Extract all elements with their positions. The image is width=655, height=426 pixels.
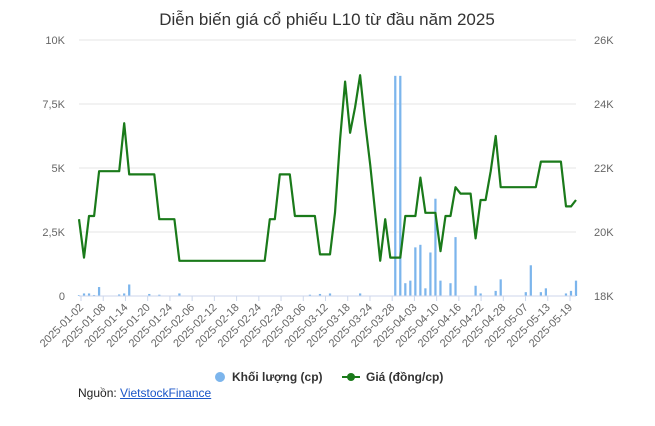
volume-bar[interactable] bbox=[439, 280, 442, 296]
volume-bar[interactable] bbox=[328, 293, 332, 296]
legend: Khối lượng (cp) Giá (đồng/cp) bbox=[215, 370, 443, 384]
volume-bar[interactable] bbox=[118, 294, 121, 296]
volume-bar[interactable] bbox=[404, 283, 407, 296]
x-axis: 2025-01-022025-01-082025-01-142025-01-20… bbox=[38, 295, 576, 350]
legend-volume-label: Khối lượng (cp) bbox=[232, 370, 323, 384]
y-left-tick-label: 0 bbox=[59, 291, 65, 303]
volume-bar[interactable] bbox=[564, 293, 568, 296]
volume-bar[interactable] bbox=[158, 294, 161, 296]
y-right-tick-label: 26K bbox=[594, 35, 614, 47]
volume-bar[interactable] bbox=[399, 75, 402, 296]
y-left-tick-label: 5K bbox=[52, 163, 66, 175]
volume-bar[interactable] bbox=[123, 293, 126, 296]
price-line bbox=[77, 74, 577, 262]
y-right-tick-label: 20K bbox=[594, 227, 614, 239]
volume-bar[interactable] bbox=[529, 265, 532, 296]
volume-bar[interactable] bbox=[449, 283, 452, 296]
volume-bar[interactable] bbox=[544, 288, 547, 296]
legend-item-price[interactable]: Giá (đồng/cp) bbox=[342, 370, 443, 384]
volume-bar[interactable] bbox=[409, 280, 412, 296]
y-left-tick-label: 10K bbox=[45, 35, 65, 47]
volume-bar[interactable] bbox=[148, 293, 151, 296]
source-link[interactable]: VietstockFinance bbox=[120, 386, 212, 400]
legend-item-volume[interactable]: Khối lượng (cp) bbox=[215, 370, 323, 384]
source-label: Nguồn: bbox=[78, 386, 117, 400]
volume-bar[interactable] bbox=[479, 293, 482, 296]
source-note: Nguồn: VietstockFinance bbox=[78, 386, 211, 400]
price-series-line[interactable] bbox=[77, 74, 577, 262]
right-axis: 18K 20K 22K 24K 26K bbox=[594, 35, 614, 303]
volume-bar[interactable] bbox=[359, 293, 362, 296]
volume-bars bbox=[77, 75, 578, 296]
volume-bar[interactable] bbox=[454, 237, 457, 296]
grid bbox=[79, 39, 576, 297]
volume-bar[interactable] bbox=[474, 285, 477, 296]
volume-bar[interactable] bbox=[178, 293, 181, 296]
volume-bar[interactable] bbox=[82, 293, 86, 296]
volume-bar[interactable] bbox=[92, 294, 96, 296]
y-right-tick-label: 24K bbox=[594, 99, 614, 111]
volume-bar[interactable] bbox=[128, 284, 131, 296]
volume-bar[interactable] bbox=[499, 279, 502, 296]
volume-bar[interactable] bbox=[424, 288, 427, 296]
left-axis: 0 2,5K 5K 7,5K 10K bbox=[42, 35, 65, 303]
y-left-tick-label: 7,5K bbox=[42, 99, 65, 111]
volume-bar[interactable] bbox=[308, 294, 312, 296]
volume-bar[interactable] bbox=[569, 290, 573, 296]
volume-bar[interactable] bbox=[524, 292, 527, 296]
legend-price-marker bbox=[347, 373, 355, 381]
legend-price-label: Giá (đồng/cp) bbox=[366, 370, 443, 384]
volume-bar[interactable] bbox=[429, 252, 432, 296]
y-left-tick-label: 2,5K bbox=[42, 227, 65, 239]
y-right-tick-label: 18K bbox=[594, 291, 614, 303]
volume-bar[interactable] bbox=[318, 293, 322, 296]
volume-bar[interactable] bbox=[87, 293, 91, 296]
volume-bar[interactable] bbox=[97, 287, 101, 296]
volume-bar[interactable] bbox=[539, 292, 542, 296]
volume-bar[interactable] bbox=[394, 75, 397, 296]
volume-bar[interactable] bbox=[434, 198, 437, 296]
y-right-tick-label: 22K bbox=[594, 163, 614, 175]
legend-volume-marker bbox=[215, 372, 225, 382]
volume-bar[interactable] bbox=[574, 280, 578, 296]
volume-bar[interactable] bbox=[419, 244, 422, 296]
volume-bar[interactable] bbox=[414, 247, 417, 296]
volume-bar[interactable] bbox=[494, 290, 497, 296]
chart-title: Diễn biến giá cổ phiếu L10 từ đầu năm 20… bbox=[159, 10, 495, 29]
